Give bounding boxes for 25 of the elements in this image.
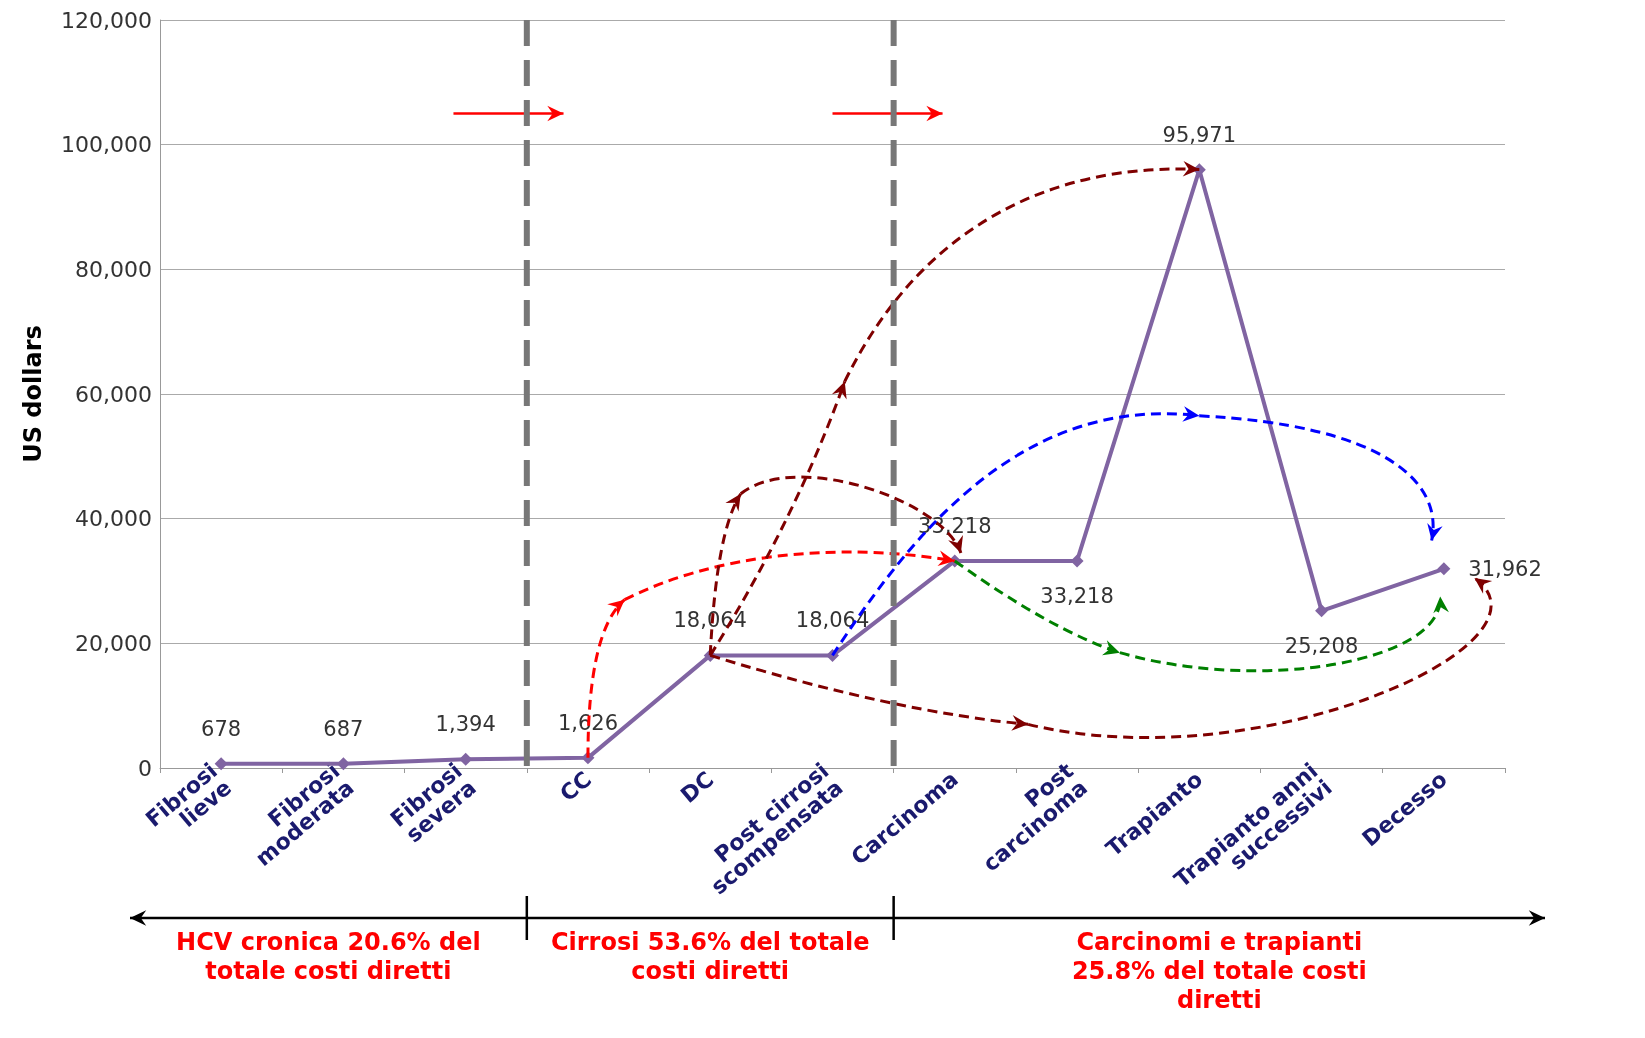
x-tick-label: CC	[555, 766, 596, 807]
point	[1315, 604, 1329, 618]
data-label: 95,971	[1162, 122, 1237, 147]
y-tick-label: 80,000	[75, 256, 152, 282]
point	[1070, 554, 1084, 568]
y-tick-label: 120,000	[61, 7, 152, 33]
point	[1437, 562, 1451, 576]
x-tick-label: DC	[675, 766, 719, 808]
data-label: 33,218	[1040, 583, 1114, 608]
data-label: 1,394	[435, 712, 496, 737]
data-label: 31,962	[1468, 556, 1542, 581]
y-tick-label: 40,000	[75, 506, 152, 532]
y-axis-title: US dollars	[19, 325, 47, 463]
text: HCV cronica 20.6% del totale costi diretti	[175, 928, 482, 986]
data-label: 18,064	[795, 608, 870, 633]
text: Cirrosi 53.6% del totale costi diretti	[549, 928, 871, 986]
data-label: 687	[323, 716, 364, 741]
data-label: 25,208	[1284, 633, 1359, 658]
y-tick-label: 100,000	[61, 132, 152, 158]
text: Carcinomi e trapianti 25.8% del totale costi diretti	[1070, 928, 1368, 1015]
y-tick-label: 20,000	[75, 630, 152, 656]
y-tick-label: 60,000	[75, 381, 152, 407]
data-label: 33,218	[918, 513, 992, 538]
data-label: 1,626	[557, 710, 619, 735]
data-label: 678	[201, 716, 242, 741]
